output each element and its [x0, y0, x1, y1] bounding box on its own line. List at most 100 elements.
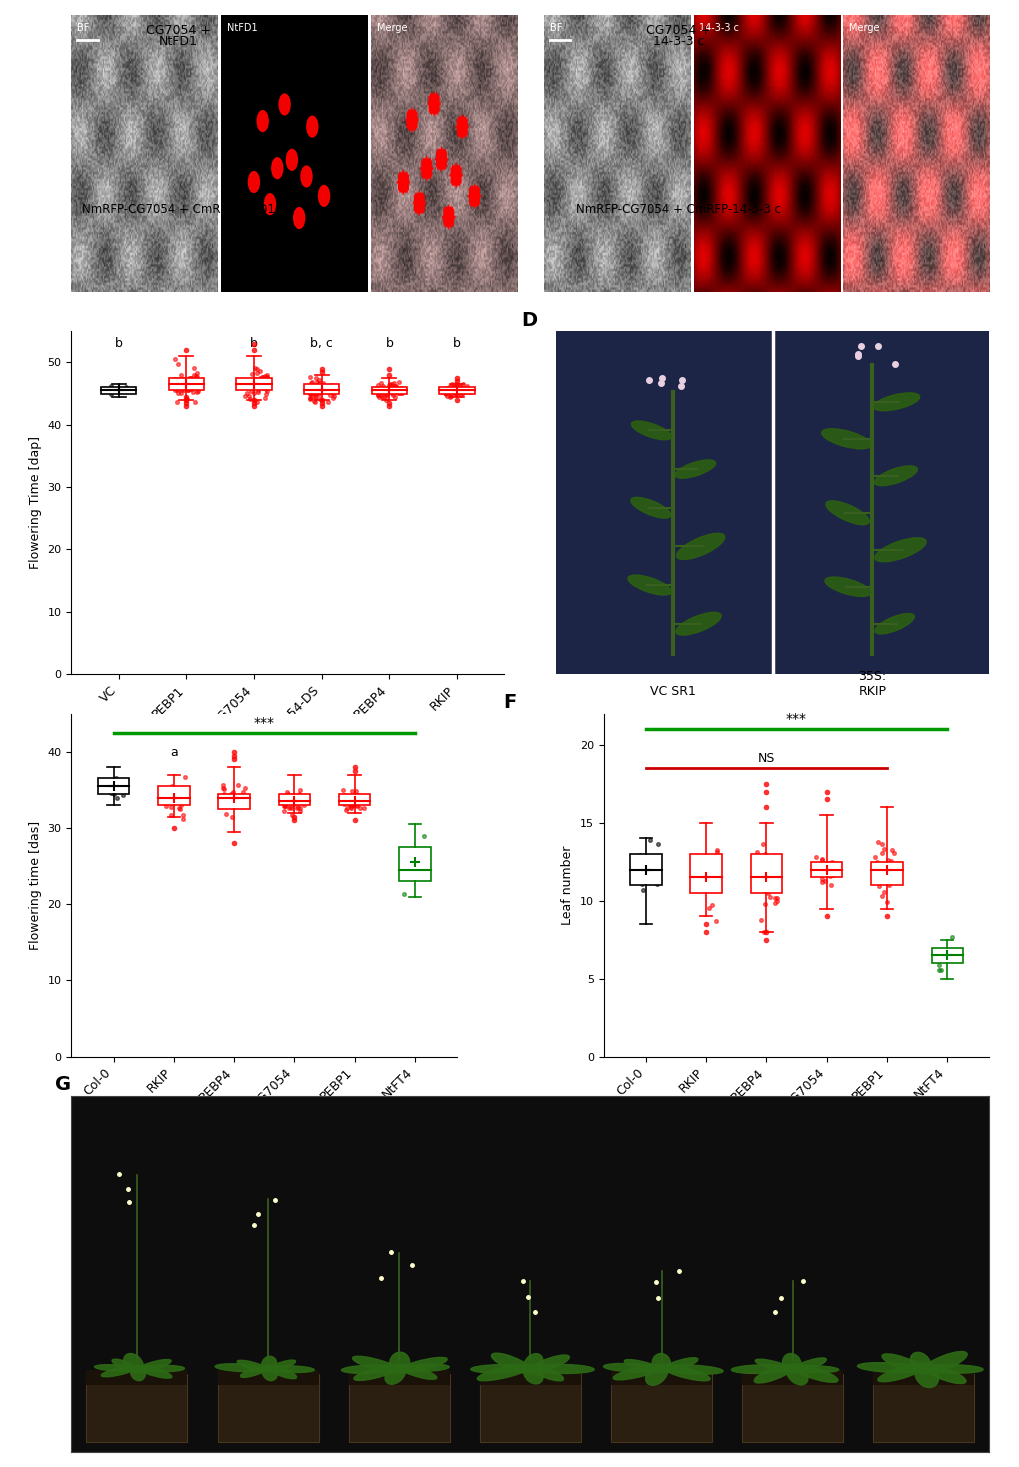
Point [873, 832, 890, 855]
Point [462, 377, 478, 400]
Point [320, 390, 336, 414]
Ellipse shape [676, 534, 725, 559]
Point [447, 381, 464, 405]
Point [458, 378, 474, 402]
Point [238, 376, 255, 399]
Point [763, 868, 780, 892]
Point [244, 362, 260, 386]
Point [171, 778, 187, 801]
Point [439, 380, 455, 403]
Point [191, 376, 207, 399]
Point [236, 373, 253, 396]
Point [813, 848, 829, 871]
Point [700, 863, 716, 886]
Point [368, 377, 384, 400]
Point [250, 378, 266, 402]
Point [807, 861, 823, 885]
Circle shape [279, 94, 289, 114]
Point [389, 377, 406, 400]
Text: VC SR1: VC SR1 [650, 685, 696, 698]
Point [389, 381, 406, 405]
Point [281, 789, 298, 813]
Point [445, 374, 462, 398]
Ellipse shape [95, 1364, 137, 1372]
Point [762, 871, 779, 895]
Point [171, 797, 187, 820]
Point [252, 359, 268, 383]
Ellipse shape [881, 1354, 924, 1373]
Point [321, 378, 337, 402]
Point [884, 864, 901, 888]
Point [385, 371, 401, 395]
Point [177, 766, 194, 789]
Point [813, 870, 829, 893]
Point [284, 786, 301, 810]
Ellipse shape [262, 1366, 277, 1380]
Ellipse shape [825, 500, 868, 525]
Point [344, 794, 361, 817]
Point [815, 854, 832, 877]
Point [326, 380, 342, 403]
Point [768, 889, 785, 912]
Point [348, 795, 365, 819]
Point [311, 368, 327, 392]
Point [163, 802, 179, 826]
Ellipse shape [753, 1364, 794, 1383]
Ellipse shape [661, 1364, 722, 1375]
Point [283, 783, 300, 807]
Point [308, 384, 324, 408]
Point [930, 954, 947, 977]
Point [118, 377, 135, 400]
Point [819, 861, 836, 885]
Point [641, 829, 657, 852]
Ellipse shape [268, 1366, 314, 1373]
Point [288, 785, 305, 808]
Point [309, 371, 325, 395]
Point [238, 373, 255, 396]
Point [442, 378, 459, 402]
Point [442, 381, 459, 405]
Point [304, 378, 320, 402]
Point [251, 376, 267, 399]
Text: Merge: Merge [848, 23, 878, 32]
Point [401, 866, 418, 889]
Point [235, 374, 252, 398]
Bar [610, 1370, 711, 1385]
Point [302, 383, 318, 406]
Point [448, 378, 465, 402]
Point [187, 364, 204, 387]
Point [107, 766, 123, 789]
Ellipse shape [267, 1360, 296, 1372]
Point [282, 795, 299, 819]
Point [179, 370, 196, 393]
Text: b: b [385, 337, 393, 349]
Ellipse shape [528, 1356, 569, 1373]
Point [179, 370, 196, 393]
Ellipse shape [631, 421, 671, 440]
Point [278, 780, 294, 804]
Point [186, 364, 203, 387]
Point [323, 373, 339, 396]
Point [748, 841, 764, 864]
Point [166, 370, 182, 393]
Point [453, 378, 470, 402]
Point [347, 779, 364, 802]
Point [288, 786, 305, 810]
Point [828, 860, 845, 883]
Point [249, 361, 265, 384]
Point [821, 851, 838, 874]
Point [755, 920, 771, 943]
Point [247, 356, 263, 380]
Point [251, 370, 267, 393]
Point [406, 858, 422, 882]
Bar [870, 861, 902, 885]
Ellipse shape [873, 467, 916, 486]
Point [814, 851, 830, 874]
Text: 14-3-3 c: 14-3-3 c [652, 35, 703, 48]
Point [943, 924, 959, 948]
Bar [690, 854, 721, 893]
Point [821, 861, 838, 885]
Point [703, 893, 719, 917]
Point [169, 378, 185, 402]
Point [308, 377, 324, 400]
